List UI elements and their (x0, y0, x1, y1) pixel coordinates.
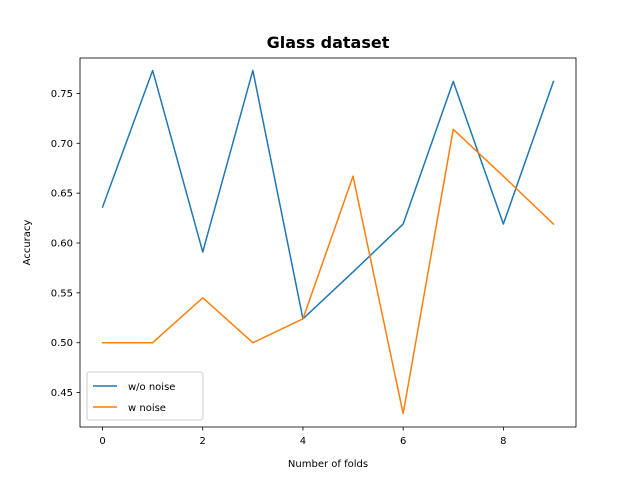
y-tick-label: 0.65 (51, 189, 73, 200)
y-tick-label: 0.70 (51, 139, 73, 150)
x-tick-label: 4 (300, 436, 306, 447)
legend-box (86, 371, 204, 421)
x-tick-label: 6 (400, 436, 406, 447)
x-tick-label: 2 (200, 436, 206, 447)
legend-label-0: w/o noise (128, 382, 175, 393)
y-axis-label: Accuracy (22, 220, 33, 266)
y-axis: 0.45 0.50 0.55 0.60 0.65 0.70 0.75 (51, 89, 80, 399)
legend-label-1: w noise (128, 403, 166, 414)
x-tick-label: 0 (99, 436, 105, 447)
x-axis: 0 2 4 6 8 (99, 427, 507, 447)
y-tick-label: 0.60 (51, 238, 73, 249)
x-tick-label: 8 (500, 436, 506, 447)
plot-frame (79, 57, 577, 428)
y-tick-label: 0.50 (51, 338, 73, 349)
y-tick-label: 0.75 (51, 89, 73, 100)
series-line-1 (101, 128, 555, 415)
plot-lines (101, 69, 555, 415)
x-axis-label: Number of folds (288, 459, 368, 470)
y-tick-label: 0.55 (51, 288, 73, 299)
y-tick-label: 0.45 (51, 388, 73, 399)
legend: w/o noise w noise (86, 371, 204, 421)
chart-title: Glass dataset (267, 33, 390, 52)
